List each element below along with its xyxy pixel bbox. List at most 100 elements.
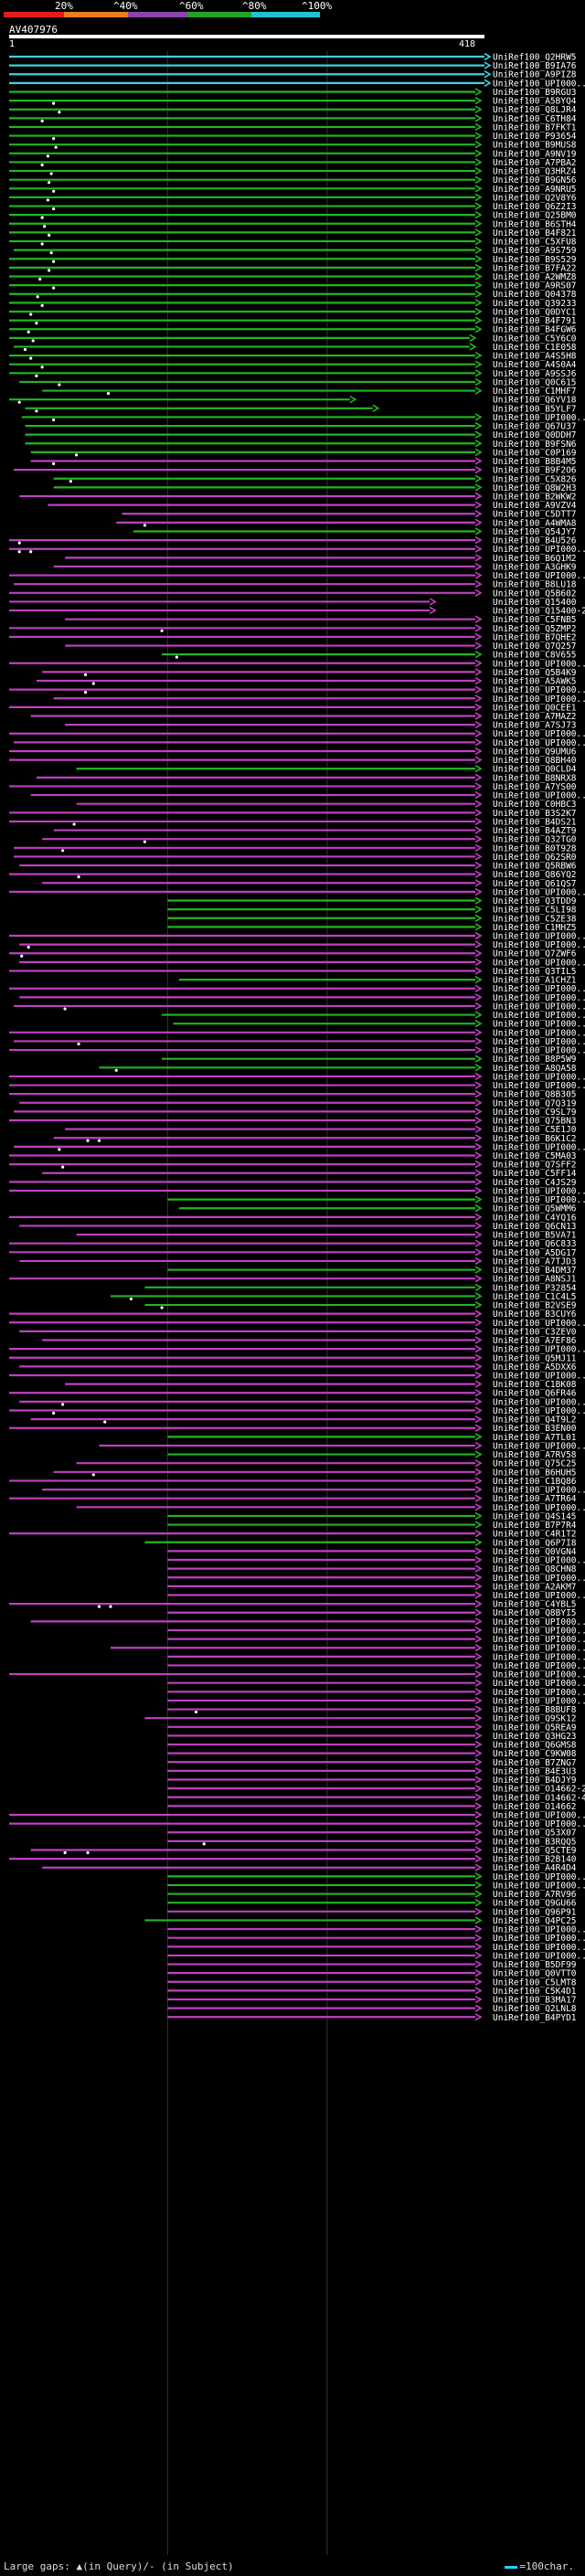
- hit-row[interactable]: UniRef100_UPI000...: [9, 932, 585, 942]
- hit-row[interactable]: UniRef100_B9FSN6: [25, 440, 577, 450]
- hit-row[interactable]: UniRef100_UPI000...: [9, 729, 585, 739]
- hit-label[interactable]: UniRef100_UPI000...: [493, 738, 585, 748]
- hit-label[interactable]: UniRef100_Q8B305: [493, 1090, 577, 1100]
- hit-label[interactable]: UniRef100_B2WKW2: [493, 493, 577, 503]
- hit-label[interactable]: UniRef100_Q3TDD9: [493, 896, 577, 906]
- hit-row[interactable]: UniRef100_C4YQ16: [9, 1213, 577, 1223]
- hit-row[interactable]: UniRef100_B9S529: [9, 255, 577, 265]
- hit-row[interactable]: UniRef100_B5VA71: [76, 1231, 577, 1241]
- hit-row[interactable]: UniRef100_B4F821: [9, 228, 577, 239]
- hit-label[interactable]: UniRef100_Q9GU66: [493, 1899, 577, 1909]
- hit-label[interactable]: UniRef100_C5LI98: [493, 906, 577, 916]
- hit-label[interactable]: UniRef100_A9SSJ6: [493, 369, 577, 379]
- hit-label[interactable]: UniRef100_UPI000...: [493, 1556, 585, 1566]
- hit-label[interactable]: UniRef100_A9RS07: [493, 281, 577, 292]
- hit-label[interactable]: UniRef100_Q86YQ2: [493, 870, 577, 880]
- hit-row[interactable]: UniRef100_Q25BM0: [9, 211, 577, 221]
- hit-label[interactable]: UniRef100_Q0VGN4: [493, 1547, 577, 1557]
- hit-row[interactable]: UniRef100_A9RS07: [9, 281, 577, 292]
- hit-row[interactable]: UniRef100_Q4PC25: [144, 1916, 577, 1926]
- hit-label[interactable]: UniRef100_B8BUF8: [493, 1705, 577, 1715]
- hit-label[interactable]: UniRef100_A7EF86: [493, 1336, 577, 1346]
- hit-label[interactable]: UniRef100_B9F2O6: [493, 466, 577, 476]
- hit-label[interactable]: UniRef100_B7QHE2: [493, 632, 577, 642]
- hit-label[interactable]: UniRef100_B7P7R4: [493, 1521, 577, 1531]
- hit-row[interactable]: UniRef100_Q7ZWF6: [9, 949, 577, 959]
- hit-label[interactable]: UniRef100_B4F821: [493, 228, 577, 239]
- hit-label[interactable]: UniRef100_A4S0A4: [493, 360, 577, 370]
- hit-row[interactable]: UniRef100_C5MA03: [9, 1151, 577, 1161]
- hit-label[interactable]: UniRef100_Q2V8Y6: [493, 193, 577, 203]
- hit-label[interactable]: UniRef100_UPI000...: [493, 791, 585, 801]
- hit-row[interactable]: UniRef100_UPI000...: [21, 413, 585, 423]
- hit-row[interactable]: UniRef100_UPI000...: [9, 1186, 585, 1196]
- hit-label[interactable]: UniRef100_UPI000...: [493, 1696, 585, 1706]
- hit-label[interactable]: UniRef100_UPI000...: [493, 79, 585, 89]
- hit-row[interactable]: UniRef100_Q8BH40: [9, 756, 577, 766]
- hit-row[interactable]: UniRef100_C4JS29: [9, 1178, 577, 1188]
- hit-row[interactable]: UniRef100_A9PIZ8: [9, 70, 577, 80]
- hit-row[interactable]: UniRef100_A2WMZ8: [9, 272, 577, 282]
- hit-label[interactable]: UniRef100_A5BYQ4: [493, 97, 577, 107]
- hit-row[interactable]: UniRef100_Q0CEE1: [9, 703, 577, 713]
- hit-label[interactable]: UniRef100_C1BQ86: [493, 1477, 577, 1487]
- hit-row[interactable]: UniRef100_Q4T9L2: [30, 1415, 577, 1426]
- hit-row[interactable]: UniRef100_Q32TG0: [42, 835, 577, 845]
- hit-label[interactable]: UniRef100_B9RGU3: [493, 88, 577, 98]
- hit-row[interactable]: UniRef100_B7P7R4: [167, 1521, 577, 1531]
- hit-label[interactable]: UniRef100_A2WMZ8: [493, 272, 577, 282]
- hit-label[interactable]: UniRef100_A7TR64: [493, 1494, 577, 1504]
- hit-row[interactable]: UniRef100_B5YLF7: [25, 404, 577, 414]
- hit-row[interactable]: UniRef100_UPI000...: [13, 1002, 585, 1012]
- hit-label[interactable]: UniRef100_UPI000...: [493, 984, 585, 994]
- hit-row[interactable]: UniRef100_A7RV58: [167, 1450, 577, 1460]
- hit-row[interactable]: UniRef100_B9IA76: [9, 61, 577, 71]
- hit-label[interactable]: UniRef100_C5XFU8: [493, 238, 577, 248]
- hit-row[interactable]: UniRef100_Q9GU66: [167, 1899, 577, 1909]
- hit-row[interactable]: UniRef100_Q75BN3: [9, 1117, 577, 1127]
- hit-label[interactable]: UniRef100_UPI000...: [493, 1046, 585, 1056]
- hit-label[interactable]: UniRef100_UPI000...: [493, 1626, 585, 1636]
- hit-label[interactable]: UniRef100_Q96P91: [493, 1907, 577, 1917]
- hit-row[interactable]: UniRef100_UPI000...: [9, 79, 585, 89]
- hit-row[interactable]: UniRef100_A9S759: [13, 246, 577, 256]
- hit-label[interactable]: UniRef100_Q0CLD4: [493, 765, 577, 775]
- hit-row[interactable]: UniRef100_B7QHE2: [9, 632, 577, 642]
- hit-row[interactable]: UniRef100_Q6Z2I3: [9, 202, 577, 212]
- hit-label[interactable]: UniRef100_Q6CN13: [493, 1222, 577, 1232]
- hit-label[interactable]: UniRef100_Q5REA9: [493, 1723, 577, 1733]
- hit-row[interactable]: UniRef100_UPI000...: [162, 1011, 585, 1021]
- hit-label[interactable]: UniRef100_B6STH4: [493, 219, 577, 229]
- hit-row[interactable]: UniRef100_B0T928: [13, 843, 577, 853]
- hit-label[interactable]: UniRef100_UPI000...: [493, 694, 585, 705]
- hit-row[interactable]: UniRef100_Q15400: [9, 598, 577, 608]
- hit-row[interactable]: UniRef100_UPI000...: [167, 1591, 585, 1601]
- hit-row[interactable]: UniRef100_B3CUY6: [9, 1309, 577, 1320]
- hit-label[interactable]: UniRef100_Q53X07: [493, 1829, 577, 1839]
- hit-row[interactable]: UniRef100_B3EN00: [9, 1424, 577, 1434]
- hit-row[interactable]: UniRef100_Q6GMS8: [167, 1741, 577, 1751]
- hit-label[interactable]: UniRef100_B3RQQ5: [493, 1837, 577, 1847]
- hit-row[interactable]: UniRef100_Q8LJR4: [9, 105, 577, 115]
- hit-row[interactable]: UniRef100_A9NV19: [9, 149, 577, 159]
- hit-row[interactable]: UniRef100_UPI000...: [167, 1696, 585, 1706]
- hit-label[interactable]: UniRef100_C5FF14: [493, 1169, 577, 1179]
- hit-label[interactable]: UniRef100_UPI000...: [493, 1688, 585, 1698]
- hit-row[interactable]: UniRef100_Q0VGN4: [167, 1547, 577, 1557]
- hit-row[interactable]: UniRef100_UPI000...: [173, 1020, 585, 1030]
- hit-label[interactable]: UniRef100_C4JS29: [493, 1178, 577, 1188]
- hit-label[interactable]: UniRef100_Q61QS7: [493, 879, 577, 889]
- hit-row[interactable]: UniRef100_C9KW08: [167, 1749, 577, 1759]
- hit-row[interactable]: UniRef100_C0HBC3: [76, 800, 577, 810]
- hit-label[interactable]: UniRef100_Q62SR0: [493, 853, 577, 863]
- hit-row[interactable]: UniRef100_Q53X07: [167, 1829, 577, 1839]
- hit-row[interactable]: UniRef100_O14662: [167, 1802, 577, 1812]
- hit-label[interactable]: UniRef100_C5K4D1: [493, 1987, 577, 1997]
- hit-row[interactable]: UniRef100_B9F2O6: [13, 466, 577, 476]
- hit-label[interactable]: UniRef100_A7PBA2: [493, 158, 577, 168]
- hit-row[interactable]: UniRef100_UPI000...: [167, 1574, 585, 1584]
- hit-label[interactable]: UniRef100_UPI000...: [493, 1195, 585, 1205]
- hit-label[interactable]: UniRef100_P93654: [493, 132, 577, 142]
- hit-row[interactable]: UniRef100_A7SJ73: [65, 721, 577, 731]
- hit-row[interactable]: UniRef100_A9NRU5: [9, 185, 577, 195]
